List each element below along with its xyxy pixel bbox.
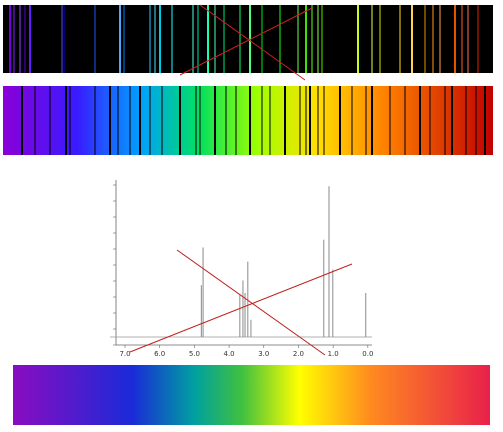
x-tick-label: 2.0 <box>293 350 304 358</box>
emission-lines <box>9 5 479 73</box>
absorption-lines <box>21 86 486 155</box>
cross-line <box>179 7 313 76</box>
x-tick-label: 6.0 <box>154 350 165 358</box>
x-tick-label: 1.0 <box>328 350 339 358</box>
x-tick-label: 0.0 <box>362 350 373 358</box>
nmr-chart: 7.0 6.0 5.0 4.0 3.0 2.0 1.0 0.0 <box>110 180 373 358</box>
x-tick-label: 5.0 <box>189 350 200 358</box>
x-tick-label: 3.0 <box>258 350 269 358</box>
x-tick-label: 4.0 <box>224 350 235 358</box>
absorption-band <box>3 86 493 155</box>
cross-line <box>176 249 326 356</box>
continuous-band <box>13 365 490 425</box>
x-tick-label: 7.0 <box>119 350 130 358</box>
cross-line <box>129 263 353 353</box>
cross-line <box>199 4 306 81</box>
